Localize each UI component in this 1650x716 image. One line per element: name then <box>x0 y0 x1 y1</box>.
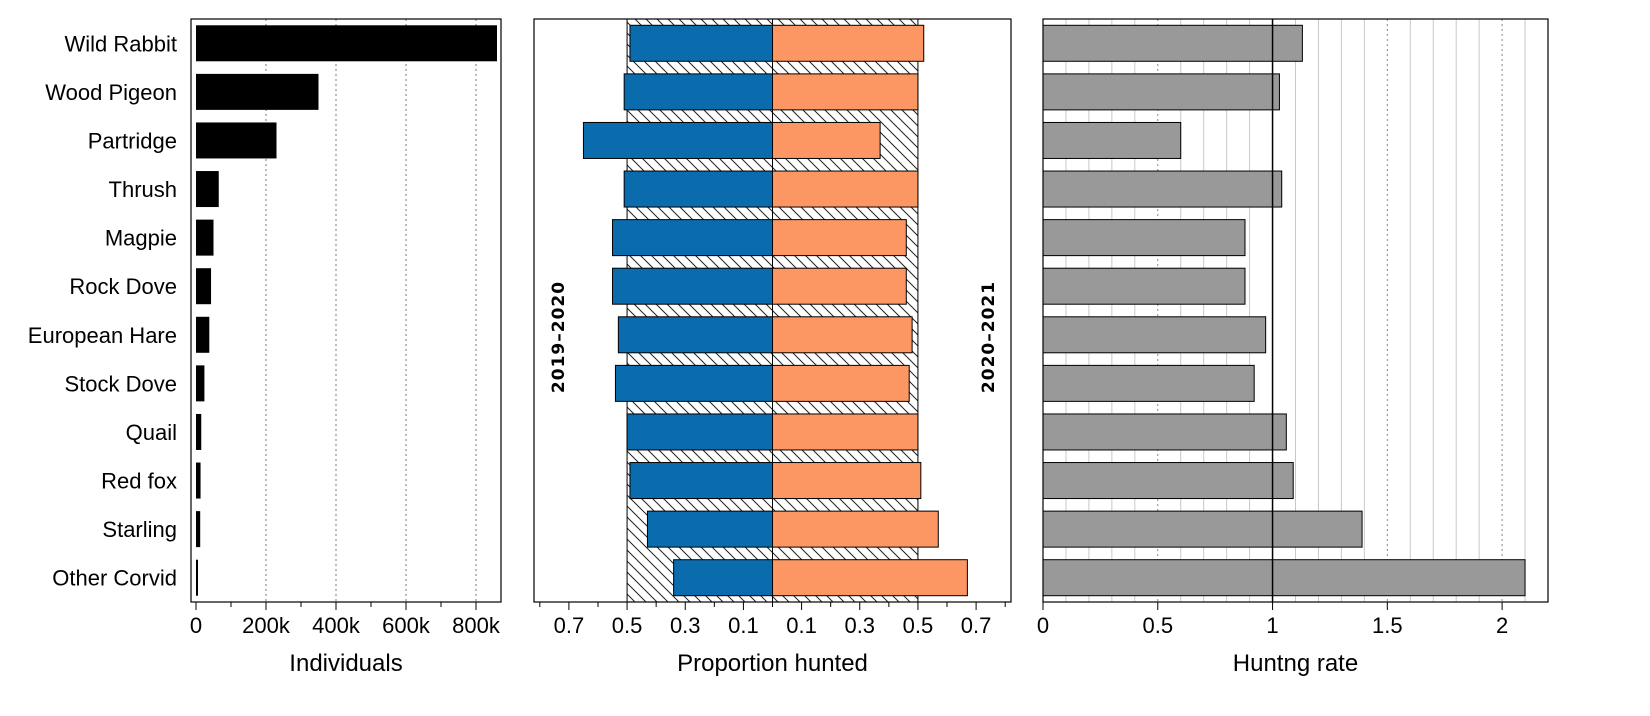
individuals-bar-wood-pigeon <box>196 73 319 110</box>
proportion-bars <box>582 24 968 597</box>
proportion-tick-label: 0.3 <box>844 613 875 638</box>
proportion-tick-label: 0.3 <box>670 613 701 638</box>
proportion-bar-2020-2021-quail <box>772 413 919 451</box>
category-label: Rock Dove <box>69 274 177 299</box>
individuals-bar-european-hare <box>196 316 210 353</box>
hunting-rate-x-axis-title: Huntng rate <box>1233 650 1358 677</box>
category-label: Thrush <box>109 177 177 202</box>
proportion-tick-label: 0.5 <box>903 613 934 638</box>
individuals-plot-frame <box>190 18 502 603</box>
proportion-bar-2020-2021-rock-dove <box>772 267 907 305</box>
proportion-tick-label: 0.1 <box>728 613 759 638</box>
proportion-bar-2019-2020-other-corvid <box>673 559 773 597</box>
proportion-tick-label: 0.7 <box>961 613 992 638</box>
proportion-tick-label: 0.5 <box>612 613 643 638</box>
hunting-rate-tick-label: 1.5 <box>1372 613 1403 638</box>
hunting-rate-bar-rock-dove <box>1042 267 1246 305</box>
hunting-rate-bar-wood-pigeon <box>1042 73 1280 111</box>
hunting-rate-grid <box>1065 19 1526 602</box>
individuals-bar-other-corvid <box>196 559 198 596</box>
individuals-x-ticks: 0 200k 400k 600k 800k <box>190 602 501 638</box>
proportion-bar-2019-2020-quail <box>626 413 774 451</box>
proportion-bar-2020-2021-wood-pigeon <box>772 73 919 111</box>
hunting-rate-bar-starling <box>1042 510 1363 548</box>
proportion-bar-2019-2020-thrush <box>623 170 773 208</box>
hunting-rate-plot-frame <box>1042 18 1549 603</box>
proportion-bar-2019-2020-stock-dove <box>614 364 773 402</box>
individuals-tick-label: 200k <box>242 613 291 638</box>
individuals-tick-label: 0 <box>190 613 202 638</box>
proportion-bar-2019-2020-wild-rabbit <box>629 24 773 62</box>
individuals-bar-rock-dove <box>196 268 212 305</box>
individuals-panel: Wild Rabbit Wood Pigeon Partridge Thrush Mag… <box>28 18 502 677</box>
hunting-rate-bar-red-fox <box>1042 462 1294 500</box>
proportion-bar-2019-2020-red-fox <box>629 462 773 500</box>
hunting-rate-tick-label: 0 <box>1037 613 1049 638</box>
proportion-bar-2020-2021-stock-dove <box>772 364 910 402</box>
proportion-x-axis-title: Proportion hunted <box>677 650 868 677</box>
proportion-bar-2020-2021-european-hare <box>772 316 913 354</box>
proportion-bar-2019-2020-starling <box>646 510 773 548</box>
category-label: Partridge <box>88 128 177 153</box>
individuals-bar-stock-dove <box>196 365 205 402</box>
category-label: Other Corvid <box>52 566 177 591</box>
individuals-bar-thrush <box>196 171 219 208</box>
category-label: Starling <box>102 517 177 542</box>
hunting-rate-tick-label: 0.5 <box>1142 613 1173 638</box>
proportion-bar-2019-2020-wood-pigeon <box>623 73 773 111</box>
hunting-rate-bar-stock-dove <box>1042 364 1255 402</box>
hunting-rate-bar-other-corvid <box>1042 559 1526 597</box>
individuals-bar-quail <box>196 413 202 450</box>
category-label: Wood Pigeon <box>45 80 177 105</box>
proportion-bar-2020-2021-wild-rabbit <box>772 24 925 62</box>
category-label: European Hare <box>28 323 177 348</box>
proportion-bar-2020-2021-other-corvid <box>772 559 968 597</box>
individuals-bar-red-fox <box>196 462 201 499</box>
individuals-tick-label: 400k <box>312 613 361 638</box>
individuals-bar-partridge <box>196 122 277 159</box>
hunting-rate-bar-european-hare <box>1042 316 1267 354</box>
hunting-rate-bars <box>1042 24 1526 597</box>
individuals-grid <box>265 19 477 602</box>
individuals-tick-label: 600k <box>382 613 431 638</box>
proportion-panel: 0.7 0.5 0.3 0.1 0.1 0.3 0.5 0.7 2019–2020 2020–… <box>533 18 1012 677</box>
proportion-x-ticks: 0.7 0.5 0.3 0.1 0.1 0.3 0.5 0.7 <box>539 602 1006 638</box>
proportion-bar-2020-2021-red-fox <box>772 462 922 500</box>
proportion-bar-2020-2021-magpie <box>772 219 907 257</box>
individuals-bars <box>196 25 497 596</box>
proportion-tick-label: 0.7 <box>554 613 585 638</box>
category-label: Wild Rabbit <box>65 31 177 56</box>
period-label-right: 2020–2021 <box>979 281 999 393</box>
proportion-bar-2020-2021-partridge <box>772 121 881 159</box>
hunting-rate-bar-quail <box>1042 413 1287 451</box>
category-label: Magpie <box>105 226 177 251</box>
category-label: Quail <box>126 420 177 445</box>
hunting-rate-bar-thrush <box>1042 170 1283 208</box>
proportion-tick-label: 0.1 <box>786 613 817 638</box>
proportion-bar-2020-2021-thrush <box>772 170 919 208</box>
proportion-bar-2019-2020-magpie <box>612 219 774 257</box>
individuals-bar-starling <box>196 511 201 548</box>
period-label-left: 2019–2020 <box>549 281 569 393</box>
hunting-rate-tick-label: 2 <box>1496 613 1508 638</box>
proportion-bar-2019-2020-rock-dove <box>612 267 774 305</box>
proportion-bar-2019-2020-partridge <box>582 121 773 159</box>
hunting-rate-bar-wild-rabbit <box>1042 24 1303 62</box>
hatched-band-edges <box>626 19 919 602</box>
hunting-rate-bar-partridge <box>1042 121 1182 159</box>
individuals-tick-label: 800k <box>452 613 501 638</box>
individuals-bar-magpie <box>196 219 214 256</box>
category-labels: Wild Rabbit Wood Pigeon Partridge Thrush Mag… <box>28 31 177 590</box>
category-label: Stock Dove <box>65 371 178 396</box>
category-label: Red fox <box>101 469 177 494</box>
hunting-rate-tick-label: 1 <box>1266 613 1278 638</box>
individuals-bar-wild-rabbit <box>196 25 497 62</box>
hunting-rate-bar-magpie <box>1042 219 1246 257</box>
hunting-rate-panel: 0 0.5 1 1.5 2 Huntng rate <box>1037 18 1549 677</box>
hunting-rate-x-ticks: 0 0.5 1 1.5 2 <box>1037 602 1508 638</box>
proportion-bar-2019-2020-european-hare <box>617 316 773 354</box>
individuals-x-axis-title: Individuals <box>289 650 402 677</box>
proportion-bar-2020-2021-starling <box>772 510 939 548</box>
